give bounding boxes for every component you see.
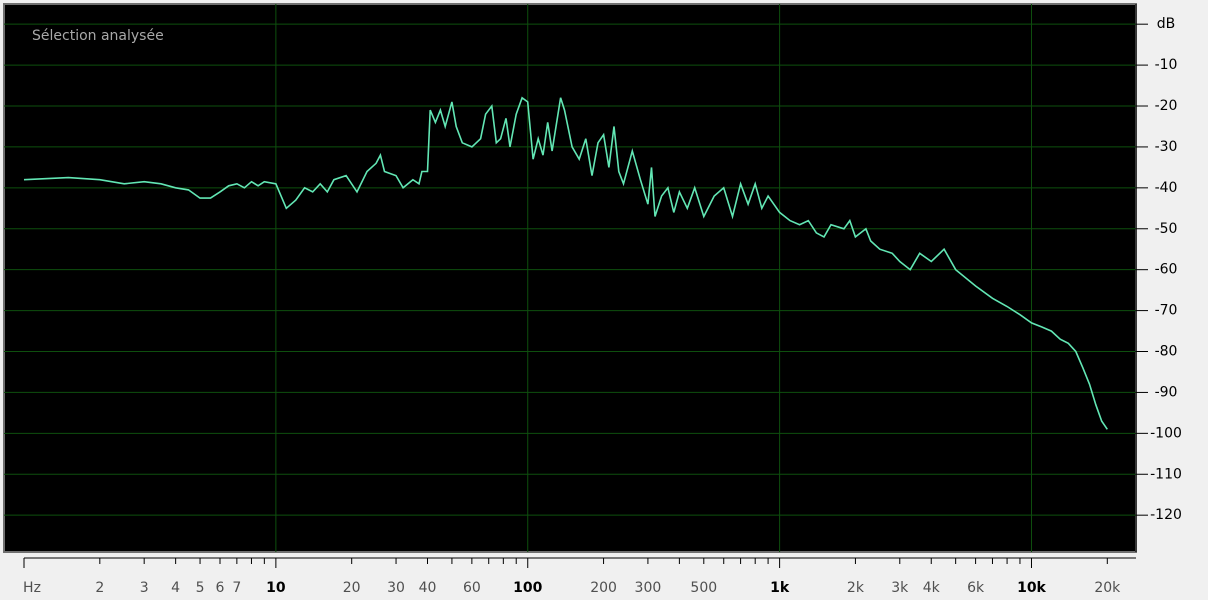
plot-area xyxy=(3,3,1137,553)
y-tick-label: -20 xyxy=(1155,98,1178,114)
y-tick-label: -100 xyxy=(1150,425,1182,441)
y-tick-label: -70 xyxy=(1155,303,1178,319)
x-tick-label: 6k xyxy=(967,580,985,596)
spectrum-line xyxy=(23,96,1108,430)
x-tick-label: 2k xyxy=(847,580,865,596)
x-tick-label: 40 xyxy=(419,580,437,596)
y-tick-label: -10 xyxy=(1155,57,1178,73)
x-tick-label: Hz xyxy=(23,580,41,596)
x-tick-label: 10 xyxy=(266,580,286,596)
x-tick-label: 3k xyxy=(891,580,909,596)
x-tick-label: 1k xyxy=(770,580,790,596)
x-tick-label: 300 xyxy=(635,580,662,596)
x-tick-label: 200 xyxy=(590,580,617,596)
y-tick-label: -40 xyxy=(1155,180,1178,196)
x-tick-label: 60 xyxy=(463,580,481,596)
x-tick-label: 6 xyxy=(216,580,225,596)
x-tick-label: 20k xyxy=(1094,580,1121,596)
x-tick-label: 500 xyxy=(690,580,717,596)
x-tick-label: 7 xyxy=(232,580,241,596)
y-tick-label: -60 xyxy=(1155,262,1178,278)
x-tick-label: 100 xyxy=(513,580,542,596)
x-tick-label: 2 xyxy=(95,580,104,596)
y-tick-label: -80 xyxy=(1155,344,1178,360)
y-tick-label: -30 xyxy=(1155,139,1178,155)
y-tick-label: -110 xyxy=(1150,466,1182,482)
y-tick-label: -50 xyxy=(1155,221,1178,237)
y-tick-label: -120 xyxy=(1150,507,1182,523)
x-tick-label: 4 xyxy=(171,580,180,596)
x-tick-label: 3 xyxy=(140,580,149,596)
x-tick-label: 20 xyxy=(343,580,361,596)
x-tick-label: 4k xyxy=(923,580,941,596)
x-tick-label: 30 xyxy=(387,580,405,596)
chart-title: Sélection analysée xyxy=(32,28,164,44)
x-tick-label: 5 xyxy=(196,580,205,596)
y-tick-label: dB xyxy=(1157,16,1176,32)
y-tick-label: -90 xyxy=(1155,384,1178,400)
x-tick-label: 10k xyxy=(1017,580,1046,596)
